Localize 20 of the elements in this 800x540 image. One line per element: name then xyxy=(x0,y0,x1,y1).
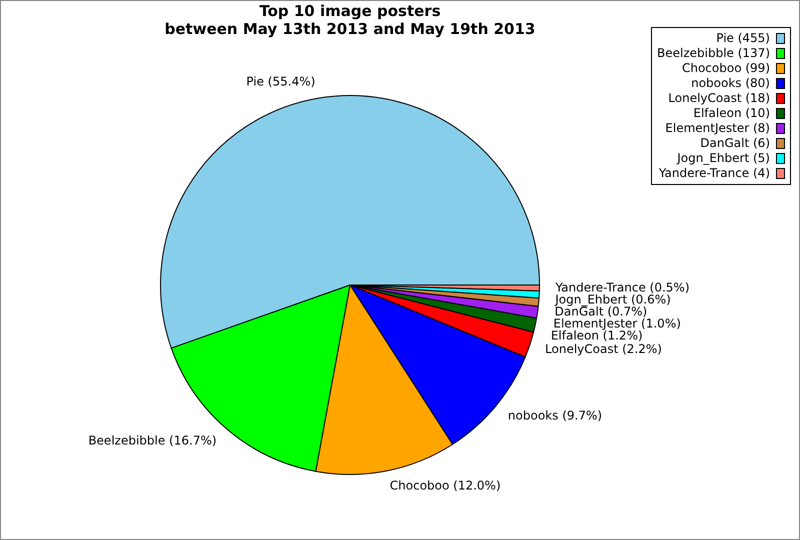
legend-label: Chocoboo (99) xyxy=(682,61,770,76)
legend-label: LonelyCoast (18) xyxy=(668,91,770,106)
legend-label: nobooks (80) xyxy=(691,76,770,91)
legend-label: DanGalt (6) xyxy=(700,136,770,151)
legend-label: ElementJester (8) xyxy=(665,121,770,136)
legend-label: Jogn_Ehbert (5) xyxy=(677,151,770,166)
data-label: nobooks (9.7%) xyxy=(508,408,602,423)
chart-title: Top 10 image posters xyxy=(259,2,441,20)
data-label: LonelyCoast (2.2%) xyxy=(545,342,662,356)
data-label: Jogn_Ehbert (0.6%) xyxy=(554,292,671,306)
legend-label: Pie (455) xyxy=(716,31,770,46)
legend-label: Beelzebibble (137) xyxy=(657,46,770,61)
legend-label: Elfaleon (10) xyxy=(693,106,770,121)
chart-subtitle: between May 13th 2013 and May 19th 2013 xyxy=(164,20,536,38)
data-label: ElementJester (1.0%) xyxy=(553,316,681,330)
data-label: Chocoboo (12.0%) xyxy=(390,478,501,493)
data-label: Yandere-Trance (0.5%) xyxy=(554,280,690,294)
legend-label: Yandere-Trance (4) xyxy=(658,166,770,181)
data-label: Beelzebibble (16.7%) xyxy=(88,433,217,448)
data-label: Pie (55.4%) xyxy=(246,74,316,89)
